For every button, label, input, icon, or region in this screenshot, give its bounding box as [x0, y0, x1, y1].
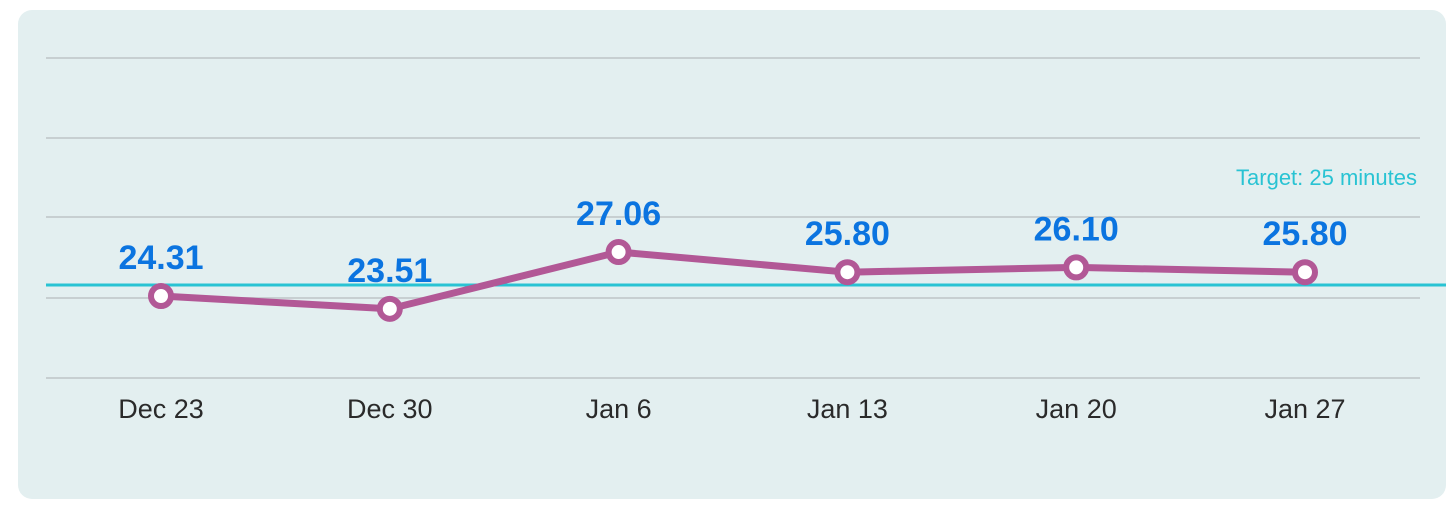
data-label: 23.51: [347, 252, 432, 290]
target-label: Target: 25 minutes: [1236, 165, 1417, 190]
x-tick-label: Dec 23: [118, 394, 204, 424]
data-point: [148, 283, 174, 310]
x-axis-ticks: Dec 23 Dec 30 Jan 6 Jan 13 Jan 20 Jan 27: [118, 394, 1345, 424]
x-tick-label: Jan 6: [586, 394, 652, 424]
data-label: 25.80: [1262, 215, 1347, 253]
series-line-segment: [615, 248, 851, 276]
data-label: 24.31: [118, 239, 203, 277]
data-point: [1292, 259, 1318, 286]
x-tick-label: Jan 13: [807, 394, 888, 424]
data-label: 25.80: [805, 215, 890, 253]
target-line-group: Target: 25 minutes: [46, 165, 1446, 287]
x-tick-label: Jan 27: [1264, 394, 1345, 424]
series-line-segment: [843, 263, 1080, 276]
data-point: [834, 259, 861, 286]
series-line-segment: [386, 248, 623, 313]
series-line-segment: [1072, 263, 1309, 276]
chart-card: [18, 10, 1446, 499]
data-label: 26.10: [1034, 210, 1119, 248]
series-line-segment: [157, 292, 394, 313]
x-tick-label: Dec 30: [347, 394, 433, 424]
series-group: 24.31 23.51 27.06 25.80 26.10 25.80: [118, 195, 1348, 322]
data-label: 27.06: [576, 195, 661, 233]
data-point: [605, 239, 632, 266]
data-point: [1063, 254, 1090, 281]
data-point: [376, 295, 403, 322]
gridlines: [46, 57, 1420, 379]
x-tick-label: Jan 20: [1036, 394, 1117, 424]
